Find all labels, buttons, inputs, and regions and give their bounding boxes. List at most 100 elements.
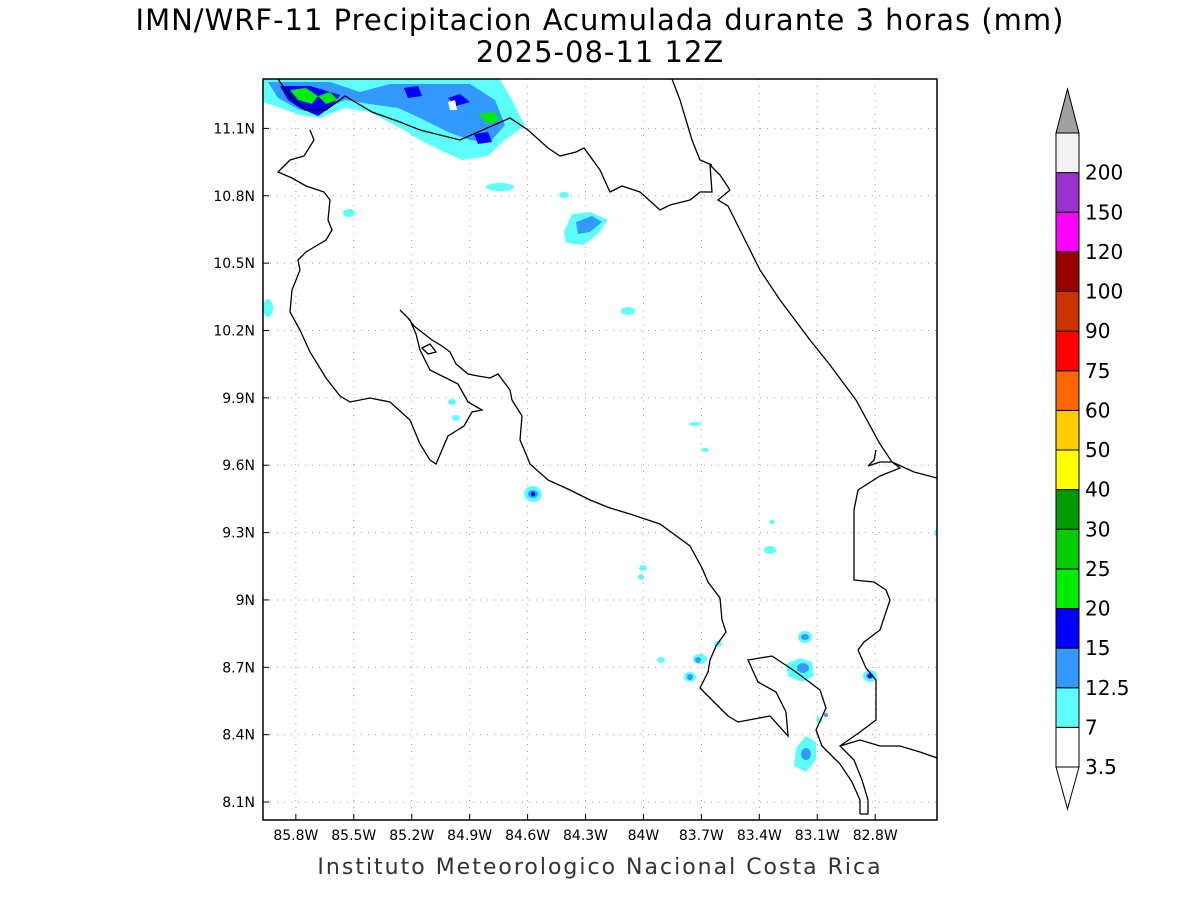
colorbar-segment <box>1055 172 1080 213</box>
colorbar-segment <box>1055 528 1080 570</box>
colorbar-segment <box>1055 568 1080 609</box>
x-tick-label: 83.7W <box>679 828 724 844</box>
x-axis: 85.8W 85.5W 85.2W 84.9W 84.6W 84.3W 84W 83.7W 83… <box>273 814 898 844</box>
colorbar: 3.5 7 12.5 15 20 25 30 40 50 60 75 90 100 120 150 200 <box>1055 87 1130 811</box>
x-tick-label: 84.9W <box>447 828 492 844</box>
colorbar-segment <box>1055 291 1080 332</box>
rain-cell <box>657 657 665 663</box>
rain-cell <box>531 492 535 496</box>
colorbar-segment <box>1055 211 1080 253</box>
colorbar-segment <box>1055 370 1080 411</box>
x-tick-label: 83.4W <box>737 828 782 844</box>
rain-cell <box>687 674 693 680</box>
colorbar-segment <box>1055 132 1080 174</box>
y-tick-label: 9.6N <box>222 458 255 474</box>
rain-cell <box>621 307 635 315</box>
colorbar-segment <box>1055 409 1080 451</box>
caribbean-coast-north <box>671 79 713 166</box>
footer-credit: Instituto Meteorologico Nacional Costa R… <box>317 855 883 880</box>
colorbar-under-arrow <box>1055 766 1080 811</box>
colorbar-segment <box>1055 687 1080 728</box>
costa-rica-pacific-coast <box>276 129 861 814</box>
colorbar-label: 90 <box>1085 319 1110 343</box>
colorbar-segment <box>1055 251 1080 292</box>
panama-coast-east <box>867 449 877 467</box>
nicaragua-border <box>277 79 731 211</box>
y-tick-label: 8.4N <box>222 728 255 744</box>
colorbar-label: 12.5 <box>1085 676 1130 700</box>
y-tick-label: 10.8N <box>213 189 255 205</box>
chart-subtitle-datetime: 2025-08-11 12Z <box>475 35 725 69</box>
rain-cell-north-6 <box>474 132 492 144</box>
y-axis: 11.1N 10.8N 10.5N 10.2N 9.9N 9.6N 9.3N 9N 8.7N 8.… <box>213 121 269 811</box>
rain-cell <box>486 183 514 191</box>
rain-cell <box>343 209 355 217</box>
panama-border <box>838 461 902 815</box>
rain-core-north-1 <box>290 88 318 104</box>
y-tick-label: 11.1N <box>213 121 255 137</box>
colorbar-label: 3.5 <box>1085 755 1117 779</box>
rain-cell <box>639 565 647 571</box>
rain-cell-north-4 <box>404 86 422 98</box>
rain-cell <box>559 192 569 198</box>
y-tick-label: 8.1N <box>222 795 255 811</box>
y-tick-label: 9.3N <box>222 526 255 542</box>
x-tick-label: 85.2W <box>389 828 434 844</box>
colorbar-over-arrow <box>1055 87 1080 134</box>
panama-coast-south <box>839 739 937 759</box>
colorbar-label: 25 <box>1085 557 1110 581</box>
rain-cell-north-7 <box>448 100 457 110</box>
rain-cell <box>638 574 644 580</box>
x-tick-label: 84W <box>628 828 660 844</box>
colorbar-label: 7 <box>1085 715 1098 739</box>
rain-cell <box>576 216 602 234</box>
colorbar-label: 120 <box>1085 240 1123 264</box>
y-tick-label: 9N <box>236 593 255 609</box>
rain-cell <box>701 448 709 452</box>
rain-core-north-3 <box>318 92 338 104</box>
rain-cell <box>695 657 701 663</box>
colorbar-label: 75 <box>1085 359 1110 383</box>
rain-core-north-2 <box>478 112 500 124</box>
y-tick-label: 10.2N <box>213 323 255 339</box>
colorbar-label: 150 <box>1085 200 1123 224</box>
colorbar-label: 20 <box>1085 597 1110 621</box>
lake-nicoya-island <box>420 343 438 355</box>
rain-cell <box>797 663 809 673</box>
y-tick-label: 10.5N <box>213 256 255 272</box>
colorbar-segment <box>1055 608 1080 649</box>
precipitation-field <box>263 79 937 772</box>
colorbar-label: 50 <box>1085 438 1110 462</box>
map-grid <box>263 79 937 820</box>
caribbean-coast <box>716 189 937 479</box>
x-tick-label: 83.1W <box>795 828 840 844</box>
x-tick-label: 82.8W <box>853 828 898 844</box>
colorbar-segment <box>1055 726 1080 768</box>
rain-cell <box>263 299 273 317</box>
colorbar-segment <box>1055 489 1080 530</box>
colorbar-segment <box>1055 449 1080 491</box>
x-tick-label: 84.3W <box>563 828 608 844</box>
colorbar-label: 60 <box>1085 398 1110 422</box>
x-tick-label: 84.6W <box>505 828 550 844</box>
x-tick-label: 85.8W <box>273 828 318 844</box>
map-frame <box>262 78 938 821</box>
y-tick-label: 9.9N <box>222 391 255 407</box>
colorbar-label: 40 <box>1085 478 1110 502</box>
colorbar-segment <box>1055 330 1080 372</box>
coastlines <box>276 79 937 815</box>
colorbar-label: 15 <box>1085 636 1110 660</box>
x-tick-label: 85.5W <box>331 828 376 844</box>
rain-cell <box>689 422 701 426</box>
rain-cell <box>769 520 775 524</box>
rain-cell <box>452 415 460 421</box>
y-tick-label: 8.7N <box>222 660 255 676</box>
colorbar-label: 200 <box>1085 161 1123 185</box>
rain-cell <box>448 399 456 405</box>
colorbar-label: 30 <box>1085 517 1110 541</box>
colorbar-label: 100 <box>1085 280 1123 304</box>
rain-cell <box>801 634 809 640</box>
colorbar-segment <box>1055 647 1080 689</box>
rain-cell <box>824 713 828 717</box>
rain-cell <box>764 546 776 554</box>
